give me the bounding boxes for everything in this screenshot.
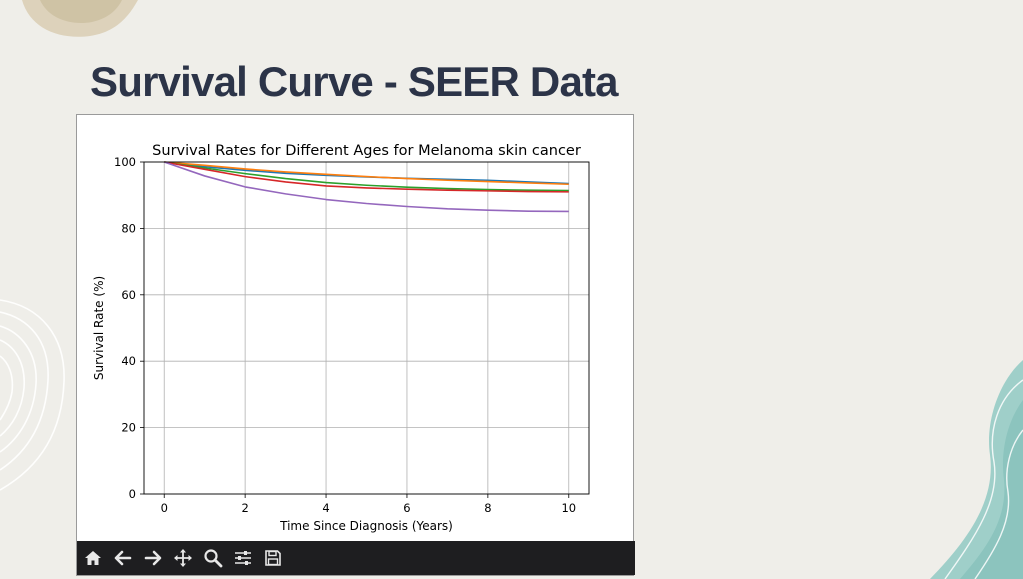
x-axis-label: Time Since Diagnosis (Years) (279, 519, 453, 533)
pan-button[interactable] (169, 544, 197, 572)
chart-title: Survival Rates for Different Ages for Me… (152, 143, 581, 159)
x-tick-label: 4 (322, 501, 329, 515)
series-line-5 (163, 161, 569, 213)
save-button[interactable] (259, 544, 287, 572)
bottom-right-teal-light (960, 400, 1023, 579)
y-tick-label: 0 (129, 487, 136, 501)
series-line-3 (164, 161, 569, 192)
move-icon (174, 549, 192, 567)
arrow-left-icon (114, 550, 132, 566)
arrow-right-icon (144, 550, 162, 566)
series-line-4 (164, 161, 569, 193)
matplotlib-figure-window: 0 2 4 6 8 10 0 20 40 60 80 100 Survival Rates for Di… (76, 114, 635, 576)
y-axis-label: Survival Rate (%) (92, 276, 106, 380)
x-tick-label: 2 (241, 501, 248, 515)
y-tick-label: 60 (121, 288, 136, 302)
y-tick-label: 40 (121, 354, 136, 368)
plot-frame (143, 161, 590, 495)
y-tick-label: 20 (121, 421, 136, 435)
zoom-button[interactable] (199, 544, 227, 572)
x-tick-label: 0 (161, 501, 168, 515)
magnifier-icon (204, 549, 223, 568)
home-button[interactable] (79, 544, 107, 572)
x-tick-label: 8 (484, 501, 491, 515)
y-tick-label: 100 (114, 155, 136, 169)
home-icon (85, 551, 101, 565)
left-contour-lines (0, 299, 65, 491)
x-tick-label: 6 (403, 501, 410, 515)
slide-title: Survival Curve - SEER Data (90, 58, 619, 105)
configure-subplots-button[interactable] (229, 544, 257, 572)
back-button[interactable] (109, 544, 137, 572)
floppy-disk-icon (265, 550, 281, 566)
series-line-2 (164, 161, 569, 186)
forward-button[interactable] (139, 544, 167, 572)
bottom-right-contour-lines (944, 379, 1023, 579)
top-left-blob-inner (40, 0, 122, 24)
navigation-toolbar (77, 541, 635, 575)
sliders-icon (235, 551, 251, 565)
x-tick-label: 10 (561, 501, 576, 515)
y-tick-label: 80 (121, 221, 136, 235)
